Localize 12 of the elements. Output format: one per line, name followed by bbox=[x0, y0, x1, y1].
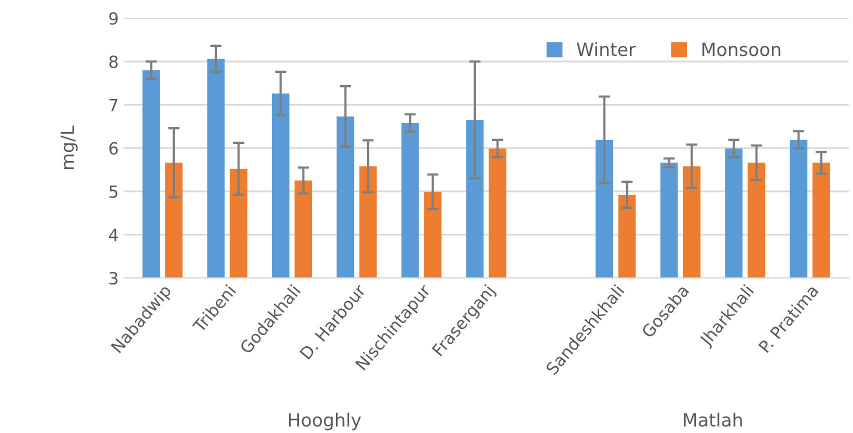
y-tick-label: 6 bbox=[109, 142, 118, 155]
text: Hooghly bbox=[289, 412, 361, 430]
y-tick-label: 3 bbox=[109, 272, 118, 285]
legend-label: Winter bbox=[576, 42, 636, 56]
text: Matlah bbox=[684, 412, 742, 427]
y-tick-label: 7 bbox=[110, 98, 118, 112]
legend-label: Monsoon bbox=[702, 42, 780, 56]
y-axis-title: mg/L bbox=[60, 126, 78, 170]
y-tick-label: 8 bbox=[109, 55, 118, 68]
y-tick-label: 9 bbox=[109, 12, 118, 25]
y-tick-label: 5 bbox=[110, 186, 118, 198]
y-tick-label: 4 bbox=[109, 228, 118, 242]
